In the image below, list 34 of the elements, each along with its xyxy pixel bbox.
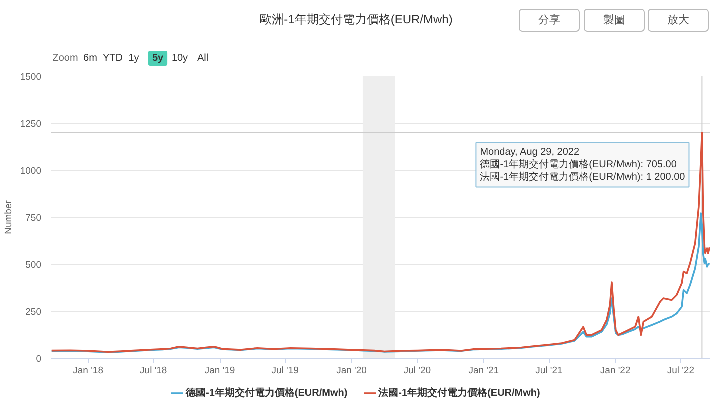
x-tick-label: Jan '20 [336,366,367,376]
text: YTD [103,53,123,64]
line-series [52,132,710,354]
text: All [197,53,209,64]
text: 分享 [538,14,560,26]
text: 1y [128,53,140,64]
y-tick-label: 1000 [20,166,42,177]
x-tick-label: Jul '19 [272,366,299,376]
x-tick-label: Jan '22 [600,366,631,376]
y-tick-label: 750 [26,213,42,224]
annotation: Monday, Aug 29, 2022 德國-1年期交付電力價格(EUR/Mwh): 705.00 法國-1年期交付電力價格(EUR/Mwh): 1 200.00 [480,146,686,184]
text: 5y [152,53,164,64]
y-tick-label: 1500 [20,72,42,83]
x-tick-label: Jul '18 [140,366,168,376]
x-tick-label: Jan '18 [73,366,104,376]
text: Zoom [52,53,78,64]
x-tick-label: Jul '20 [404,366,432,376]
text: 放大 [668,14,690,26]
x-tick-label: Jan '21 [468,366,500,376]
y-tick-label: 0 [36,354,42,365]
legend-label: 法國-1年期交付電力價格(EUR/Mwh) [378,386,540,400]
y-tick-label: 500 [26,260,42,271]
y-tick-label: 1250 [20,119,42,130]
y-tick-label: 250 [26,307,42,318]
line-series [52,212,710,354]
text: 6m [84,53,98,64]
legend-label: 德國-1年期交付電力價格(EUR/Mwh) [186,386,348,400]
text: 10y [172,53,188,64]
chart-title: 歐洲-1年期交付電力價格(EUR/Mwh) [260,12,453,26]
text: 製圖 [604,14,626,26]
x-tick-label: Jul '22 [667,366,694,376]
x-tick-label: Jan '19 [204,366,236,376]
x-tick-label: Jul '21 [536,366,563,376]
y-axis-title: Number [3,200,14,234]
